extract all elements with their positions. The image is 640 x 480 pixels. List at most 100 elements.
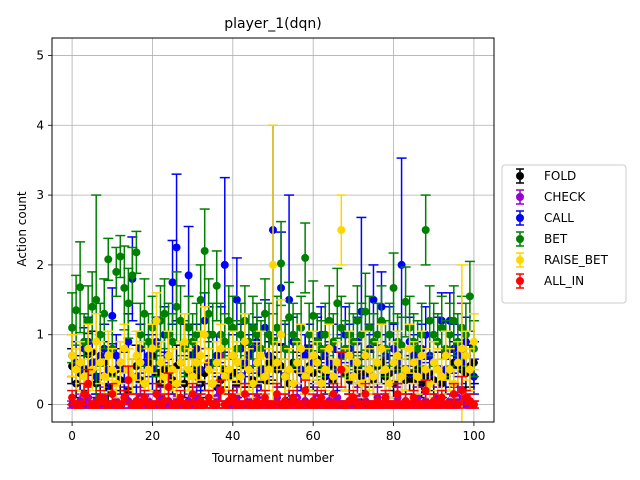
data-point <box>188 372 197 381</box>
data-point <box>409 358 418 367</box>
data-point <box>72 365 81 374</box>
data-point <box>212 400 221 409</box>
data-point <box>369 372 378 381</box>
chart-title: player_1(dqn) <box>224 16 322 32</box>
data-point <box>313 358 322 367</box>
data-point <box>196 295 205 304</box>
data-point <box>337 323 346 332</box>
data-point <box>301 351 310 360</box>
data-point <box>104 255 113 264</box>
data-point <box>200 330 209 339</box>
legend-marker <box>516 193 524 201</box>
data-point <box>80 372 89 381</box>
data-point <box>192 358 201 367</box>
data-point <box>220 260 229 269</box>
data-point <box>260 393 269 402</box>
data-point <box>269 260 277 269</box>
data-point <box>401 297 410 306</box>
data-point <box>196 351 205 360</box>
data-point <box>385 330 394 339</box>
y-tick-label: 1 <box>36 328 44 342</box>
legend-box <box>501 164 627 304</box>
data-point <box>321 365 330 374</box>
data-point <box>136 330 145 339</box>
data-point <box>321 330 330 339</box>
data-point <box>449 390 458 399</box>
data-point <box>413 344 422 353</box>
data-point <box>289 330 298 339</box>
data-point <box>264 365 273 374</box>
data-point <box>333 299 342 308</box>
data-point <box>369 295 378 304</box>
data-point <box>329 390 338 399</box>
data-point <box>281 372 290 381</box>
x-tick-label: 100 <box>462 429 485 443</box>
legend-label: CALL <box>544 211 574 225</box>
data-point <box>417 400 426 409</box>
data-point <box>445 330 454 339</box>
data-point <box>345 351 354 360</box>
data-point <box>277 330 286 339</box>
data-point <box>204 393 213 402</box>
data-point <box>393 351 402 360</box>
data-point <box>224 365 233 374</box>
data-point <box>232 295 241 304</box>
data-point <box>248 323 257 332</box>
axes-frame <box>51 37 495 423</box>
data-point <box>433 365 442 374</box>
data-point <box>405 344 414 353</box>
data-point <box>68 351 77 360</box>
data-point <box>285 313 294 322</box>
legend-marker <box>516 172 524 180</box>
data-point <box>156 358 165 367</box>
data-point <box>381 393 390 402</box>
data-point <box>212 281 221 290</box>
data-point <box>68 393 77 402</box>
data-point <box>297 344 306 353</box>
legend-label: CHECK <box>544 190 586 204</box>
legend-marker <box>516 235 524 243</box>
data-point <box>104 351 113 360</box>
data-point <box>401 365 410 374</box>
legend-marker <box>516 214 524 222</box>
y-tick-label: 2 <box>36 258 44 272</box>
x-tick-label: 40 <box>225 429 240 443</box>
data-point <box>353 316 362 325</box>
data-point <box>465 292 474 301</box>
y-tick-label: 0 <box>36 398 44 412</box>
data-point <box>152 390 161 399</box>
data-point <box>236 330 245 339</box>
data-point <box>80 390 89 399</box>
data-point <box>140 379 149 388</box>
data-point <box>421 226 430 234</box>
data-point <box>365 323 374 332</box>
data-point <box>409 393 418 402</box>
data-point <box>469 400 478 409</box>
data-point <box>301 372 310 381</box>
data-point <box>264 330 273 339</box>
data-point <box>124 376 133 385</box>
data-point <box>457 344 466 353</box>
data-point <box>337 365 346 374</box>
data-point <box>297 400 306 409</box>
data-point <box>108 311 117 320</box>
data-point <box>140 393 149 402</box>
legend-marker <box>516 256 524 264</box>
data-point <box>112 267 121 276</box>
x-axis-ticks: 0 20 40 60 80 100 <box>68 422 485 443</box>
series-bet <box>67 194 479 406</box>
x-tick-label: 80 <box>386 429 401 443</box>
data-point <box>349 372 358 381</box>
data-point <box>333 358 342 367</box>
data-point <box>228 393 237 402</box>
data-point <box>373 358 382 367</box>
data-point <box>425 316 434 325</box>
data-point <box>325 316 334 325</box>
data-point <box>236 372 245 381</box>
data-point <box>184 365 193 374</box>
data-point <box>124 337 133 346</box>
data-point <box>252 358 261 367</box>
data-point <box>301 386 310 395</box>
data-point <box>293 358 302 367</box>
data-point <box>216 386 225 395</box>
